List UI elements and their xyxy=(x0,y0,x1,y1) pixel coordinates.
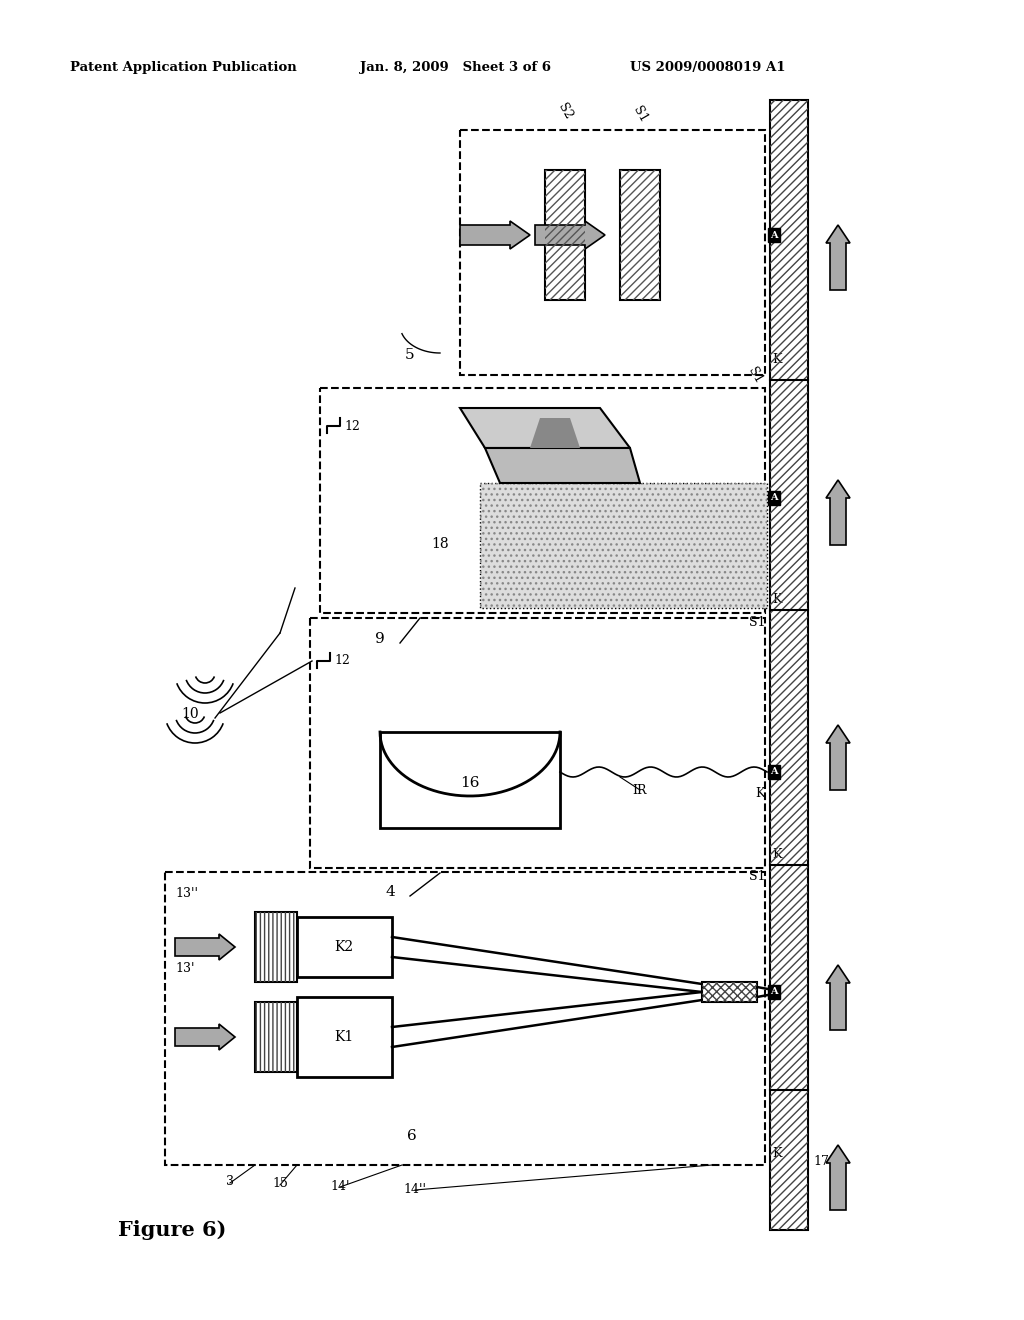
Bar xyxy=(255,912,297,982)
FancyArrow shape xyxy=(826,480,850,545)
FancyArrow shape xyxy=(826,965,850,1030)
Bar xyxy=(165,873,765,1166)
Bar xyxy=(768,985,780,999)
Text: 16: 16 xyxy=(460,776,480,791)
Text: 13'': 13'' xyxy=(175,887,198,900)
Text: A: A xyxy=(770,987,778,997)
Text: S1: S1 xyxy=(749,616,765,630)
Bar xyxy=(255,1002,297,1072)
FancyArrow shape xyxy=(826,725,850,789)
Bar xyxy=(620,170,660,300)
Bar xyxy=(545,170,585,300)
Bar xyxy=(770,100,808,1230)
Text: A: A xyxy=(770,494,778,503)
Bar xyxy=(319,388,765,612)
Bar xyxy=(620,170,660,300)
Polygon shape xyxy=(460,408,630,447)
FancyArrow shape xyxy=(175,1024,234,1049)
Text: US 2009/0008019 A1: US 2009/0008019 A1 xyxy=(630,62,785,74)
Text: Figure 6): Figure 6) xyxy=(118,1220,226,1239)
Bar xyxy=(480,483,767,609)
FancyArrow shape xyxy=(826,1144,850,1210)
Text: S1: S1 xyxy=(745,366,765,385)
Bar xyxy=(768,228,780,242)
Bar xyxy=(768,491,780,506)
Text: K2: K2 xyxy=(335,940,353,954)
Bar xyxy=(297,997,392,1077)
Bar xyxy=(545,170,585,300)
Polygon shape xyxy=(530,418,580,447)
Bar xyxy=(255,912,297,982)
Text: S1: S1 xyxy=(630,104,650,125)
Bar xyxy=(702,982,757,1002)
Bar xyxy=(310,618,765,869)
FancyArrow shape xyxy=(826,224,850,290)
Bar xyxy=(380,733,560,828)
FancyArrow shape xyxy=(535,220,605,249)
Bar xyxy=(770,100,808,1230)
Text: 10: 10 xyxy=(181,708,199,721)
Text: K: K xyxy=(772,352,781,366)
Text: 15: 15 xyxy=(272,1177,288,1191)
Text: 17: 17 xyxy=(813,1155,828,1168)
Text: 13': 13' xyxy=(175,962,195,975)
Bar xyxy=(297,917,392,977)
Text: K: K xyxy=(772,847,781,861)
Bar xyxy=(702,982,757,1002)
Text: IR: IR xyxy=(633,784,647,797)
Text: S2: S2 xyxy=(555,102,574,121)
Polygon shape xyxy=(485,447,640,483)
Text: A: A xyxy=(770,767,778,776)
Text: 18: 18 xyxy=(431,537,449,550)
Text: K: K xyxy=(756,787,765,800)
Text: S1: S1 xyxy=(749,870,765,883)
Bar xyxy=(255,1002,297,1072)
Text: 11: 11 xyxy=(749,593,765,606)
FancyArrow shape xyxy=(460,220,530,249)
Text: 12: 12 xyxy=(334,655,350,668)
Text: K: K xyxy=(772,593,781,606)
Text: 14': 14' xyxy=(331,1180,350,1193)
Text: K1: K1 xyxy=(335,1030,353,1044)
Text: 5: 5 xyxy=(406,348,415,362)
Text: K: K xyxy=(772,1147,781,1160)
FancyArrow shape xyxy=(175,935,234,960)
Bar xyxy=(460,129,765,375)
Text: 3: 3 xyxy=(226,1175,234,1188)
Text: Patent Application Publication: Patent Application Publication xyxy=(70,62,297,74)
Text: 6: 6 xyxy=(408,1129,417,1143)
Text: 9: 9 xyxy=(375,632,385,645)
Bar xyxy=(480,483,767,609)
Text: A: A xyxy=(770,231,778,239)
Text: 12: 12 xyxy=(344,420,359,433)
Bar xyxy=(768,766,780,779)
Text: 4: 4 xyxy=(385,884,395,899)
Text: Jan. 8, 2009   Sheet 3 of 6: Jan. 8, 2009 Sheet 3 of 6 xyxy=(360,62,551,74)
Text: 14'': 14'' xyxy=(403,1183,427,1196)
